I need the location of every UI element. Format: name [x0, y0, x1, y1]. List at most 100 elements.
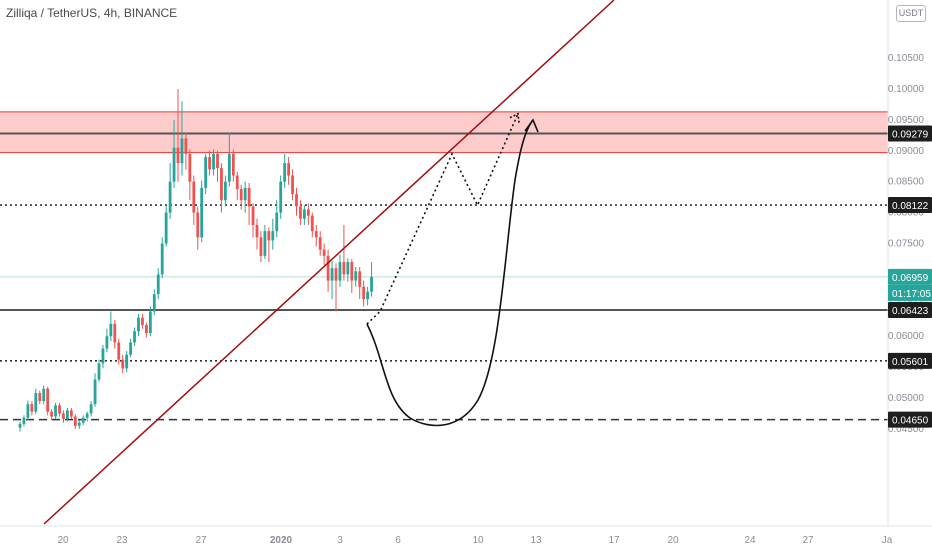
candle-body-64 — [271, 231, 275, 241]
price-tags-layer: 0.09279 0.08122 0.06423 0.05601 0.04650 0.069… — [888, 125, 932, 428]
candle-body-20 — [97, 363, 101, 380]
y-tick-label-12: 0.10500 — [888, 53, 925, 64]
candle-body-88 — [366, 291, 369, 300]
candle-body-71 — [299, 206, 302, 219]
candle-body-16 — [81, 417, 85, 423]
candle-body-27 — [125, 354, 129, 369]
candle-body-9 — [54, 405, 57, 417]
candle-body-6 — [42, 388, 46, 402]
candle-body-69 — [291, 175, 294, 195]
candle-body-56 — [239, 189, 243, 201]
y-tick-label-9: 0.09000 — [888, 146, 925, 157]
level-tag-4-bg — [888, 411, 932, 428]
countdown-tag-bg — [888, 284, 932, 301]
candle-body-59 — [251, 206, 255, 225]
candle-body-73 — [306, 209, 310, 216]
candle-body-78 — [326, 255, 330, 281]
candle-body-58 — [247, 187, 251, 207]
candle-body-45 — [196, 212, 200, 238]
candle-body-85 — [354, 271, 358, 281]
x-tick-label-5: 6 — [395, 535, 401, 546]
candle-body-76 — [318, 237, 322, 250]
y-tick-label-8: 0.08500 — [888, 177, 925, 188]
candle-body-74 — [310, 215, 314, 232]
candle-body-24 — [113, 323, 117, 343]
y-tick-label-11: 0.10000 — [888, 84, 925, 95]
x-tick-label-6: 10 — [472, 535, 484, 546]
candle-body-34 — [152, 294, 156, 312]
x-tick-label-8: 17 — [608, 535, 620, 546]
candle-body-55 — [235, 175, 239, 190]
x-tick-label-10: 24 — [744, 535, 756, 546]
candle-body-81 — [338, 262, 342, 281]
trendline — [43, 0, 615, 525]
candle-body-29 — [133, 331, 136, 343]
candles-layer — [18, 89, 373, 432]
y-tick-label-7: 0.08000 — [888, 208, 925, 219]
y-tick-label-10: 0.09500 — [888, 115, 925, 126]
candle-body-53 — [227, 153, 231, 182]
forecast-solid-arrowhead — [524, 118, 539, 133]
candle-body-21 — [101, 348, 105, 364]
y-tick-label-3: 0.06000 — [888, 331, 925, 342]
candle-body-62 — [263, 231, 267, 256]
candle-body-83 — [346, 262, 350, 275]
candle-body-11 — [62, 413, 65, 420]
candle-body-72 — [303, 209, 306, 219]
candle-body-63 — [267, 231, 271, 241]
level-tag-2-text: 0.06423 — [892, 306, 929, 317]
x-tick-label-9: 20 — [667, 535, 679, 546]
candle-body-51 — [220, 168, 223, 201]
candle-body-49 — [212, 153, 215, 170]
candle-body-35 — [156, 274, 160, 295]
candle-body-31 — [141, 317, 144, 326]
candle-body-57 — [243, 187, 247, 201]
resistance-zone-layer — [0, 111, 888, 154]
candle-body-15 — [77, 422, 81, 426]
y-tick-label-1: 0.05000 — [888, 393, 925, 404]
candle-body-84 — [350, 262, 354, 281]
time-axis[interactable]: 20 23 27 2020 3 6 10 13 17 20 24 27 Ja — [0, 525, 932, 546]
candle-body-68 — [287, 163, 290, 176]
candle-body-39 — [172, 147, 176, 182]
candle-body-4 — [34, 393, 38, 412]
candle-body-65 — [275, 212, 279, 232]
candle-body-46 — [200, 187, 204, 238]
candle-body-54 — [231, 153, 235, 176]
candle-body-37 — [164, 212, 168, 244]
candle-body-79 — [330, 268, 334, 281]
x-tick-label-12: Ja — [882, 535, 893, 546]
drawings-layer — [43, 0, 615, 525]
candle-body-2 — [26, 404, 30, 418]
candle-body-30 — [137, 317, 140, 332]
currency-button[interactable]: USDT — [896, 5, 926, 22]
level-tag-4-text: 0.04650 — [892, 416, 929, 427]
candle-body-3 — [30, 404, 34, 412]
resistance-zone — [0, 111, 888, 153]
candle-body-1 — [22, 417, 26, 424]
candle-body-10 — [58, 405, 61, 414]
y-tick-label-0: 0.04500 — [888, 424, 925, 435]
forecast-dotted-path — [366, 113, 519, 325]
candle-body-66 — [279, 181, 283, 213]
candle-body-67 — [283, 163, 287, 182]
candle-body-22 — [105, 336, 109, 349]
x-tick-label-7: 13 — [530, 535, 542, 546]
candle-body-5 — [38, 393, 42, 402]
candle-body-19 — [93, 379, 97, 405]
forecast-dotted-arrowhead — [509, 112, 520, 123]
candle-body-47 — [204, 156, 208, 188]
candle-body-23 — [109, 323, 113, 337]
level-tag-0-text: 0.09279 — [892, 130, 929, 141]
candle-body-77 — [322, 249, 326, 256]
level-lines-layer — [0, 132, 888, 421]
candle-body-80 — [334, 268, 338, 281]
x-tick-label-2: 27 — [195, 535, 207, 546]
x-tick-label-4: 3 — [337, 535, 343, 546]
candle-body-36 — [160, 243, 164, 275]
candle-body-25 — [117, 342, 121, 360]
candle-body-86 — [358, 271, 362, 287]
candle-body-60 — [255, 224, 259, 238]
